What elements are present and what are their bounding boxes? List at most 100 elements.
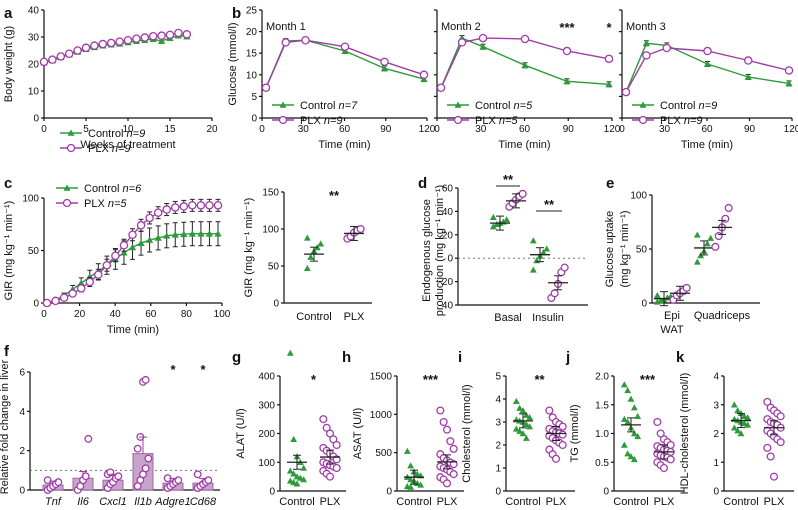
panel-i-y-label: Cholesterol (mmol/l) [461, 384, 473, 482]
panel-b-sub3-x-tick-label: 30 [659, 124, 671, 135]
panel-a-y-tick-label: 10 [28, 87, 40, 98]
panel-b-sub1-y-tick-label: 5 [251, 92, 257, 103]
panel-f-significance: * [200, 362, 206, 377]
panel-f-category-label: Cd68 [190, 496, 217, 508]
panel-d-point-control [503, 216, 511, 223]
panel-h-y-label: ASAT (U/l) [352, 408, 364, 460]
panel-i-point-control [522, 411, 530, 418]
panel-i-point-control [516, 427, 524, 434]
panel-c-point-plx [51, 296, 60, 306]
panel-a-line-control [43, 34, 187, 64]
panel-i-y-tick-label: 5 [495, 372, 501, 383]
panel-d-y-tick-label: 0 [447, 254, 453, 265]
panel-e-category-label: Quadriceps [694, 310, 751, 322]
panel-a-x-tick-label: 0 [41, 124, 47, 135]
panel-i-point-plx [558, 430, 567, 439]
panel-label-c: c [4, 175, 12, 192]
panel-j-point-control [624, 418, 632, 425]
panel-b-sub2-significance: *** [559, 20, 575, 35]
panel-j-point-control [620, 441, 628, 448]
panel-b-sub1-title: Month 1 [266, 21, 306, 33]
panel-c-point-plx [111, 251, 120, 260]
panel-i-significance: ** [534, 372, 545, 387]
panel-g-y-tick-label: 300 [258, 400, 275, 411]
panel-label-i: i [458, 349, 462, 366]
panel-c-right-point-control [303, 234, 311, 241]
panel-g-point-plx [329, 435, 338, 444]
panel-j-point-control [627, 453, 635, 460]
panel-a-point-plx [98, 39, 108, 49]
panel-g-y-tick-label: 400 [258, 372, 275, 383]
panel-b-sub3-point-control [703, 60, 712, 67]
panel-i-point-control [522, 434, 530, 441]
panel-a-y-tick-label: 40 [28, 6, 40, 17]
panel-i-point-control [519, 430, 527, 437]
panel-b-sub3-legend-label-control: Control n=9 [660, 100, 717, 112]
panel-j-point-control [630, 455, 638, 463]
panel-c-point-control [137, 239, 145, 247]
panel-a-legend-marker-plx [66, 143, 76, 153]
panel-c-y-label: GIR (mg kg⁻¹ min⁻¹) [3, 201, 15, 301]
panel-k-category-label: Control [723, 496, 758, 508]
panel-b-sub1-y-tick-label: 25 [246, 6, 258, 17]
panel-b-sub2-point-control [521, 61, 529, 69]
panel-label-f: f [4, 343, 10, 360]
panel-f-point-plx [174, 476, 183, 485]
panel-h-point-control [403, 447, 411, 454]
panel-d-point-control [489, 213, 497, 220]
panel-c-right-significance: ** [329, 188, 340, 203]
panel-e-point-plx [711, 242, 720, 251]
panel-b-sub3-legend-marker-control [639, 101, 647, 108]
panel-k-y-tick-label: 2 [713, 429, 719, 440]
panel-j-category-label: Control [613, 496, 648, 508]
panel-j-category-label: PLX [654, 496, 675, 508]
panel-d-y-tick-label: -40 [439, 301, 454, 312]
panel-j-point-control [630, 404, 638, 411]
panel-b-sub1-legend-label-control: Control n=7 [300, 100, 358, 112]
panel-b-sub1-y-tick-label: 15 [246, 49, 258, 60]
panel-g-y-tick-label: 0 [269, 487, 275, 498]
panel-a-point-plx [182, 30, 192, 39]
panel-j-y-tick-label: 0 [603, 487, 609, 498]
panel-c-x-tick-label: 60 [145, 309, 157, 320]
panel-c-point-control [128, 243, 137, 251]
panel-k-point-control [737, 430, 745, 437]
panel-b-sub2-point-control [605, 80, 613, 88]
panel-a-y-tick-label: 20 [28, 60, 40, 71]
panel-c-legend-marker-plx [62, 198, 72, 208]
panel-j-point-control [634, 432, 642, 440]
panel-j-point-control [620, 381, 628, 388]
panel-c-point-plx [76, 284, 86, 293]
panel-i-point-plx [558, 422, 567, 431]
panel-e-point-plx [724, 203, 733, 213]
panel-a-legend-marker-control [67, 129, 75, 136]
panel-e-point-plx [721, 214, 730, 223]
panel-c-right-point-plx [356, 224, 365, 234]
panel-g-point-plx [332, 463, 341, 473]
panel-f-y-tick-label: 0 [19, 486, 25, 497]
panel-d-significance: ** [503, 172, 514, 187]
panel-b-sub3-point-plx [784, 66, 794, 75]
panel-h-point-plx [436, 406, 445, 415]
panel-b-sub2-legend-marker-plx [453, 115, 463, 125]
panel-b-sub2-line-control [440, 37, 610, 89]
panel-b-sub3-point-plx [642, 51, 651, 60]
panel-b-sub2-point-plx [436, 83, 446, 93]
panel-c-x-tick-label: 20 [74, 309, 86, 320]
panel-b-sub2-point-control [479, 43, 487, 50]
panel-d-y-tick-label: 40 [442, 207, 454, 218]
panel-j-y-tick-label: 0.5 [595, 458, 609, 469]
panel-b-sub3-title: Month 3 [626, 21, 666, 33]
panel-k-point-plx [763, 397, 772, 406]
panel-c-x-label: Time (min) [107, 324, 159, 336]
panel-a-x-tick-label: 10 [122, 124, 134, 135]
panel-f-point-plx [144, 454, 153, 463]
panel-b-y-label: Glucose (mmol/l) [227, 22, 239, 105]
panel-g-y-label: ALAT (U/l) [235, 408, 247, 458]
panel-i-y-tick-label: 4 [495, 395, 501, 406]
panel-f-point-plx [141, 464, 150, 473]
panel-f-significance: * [170, 362, 176, 377]
panel-a-point-plx [81, 43, 91, 53]
panel-c-point-plx [205, 201, 214, 210]
panel-b-sub2-x-tick-label: 30 [475, 124, 487, 135]
